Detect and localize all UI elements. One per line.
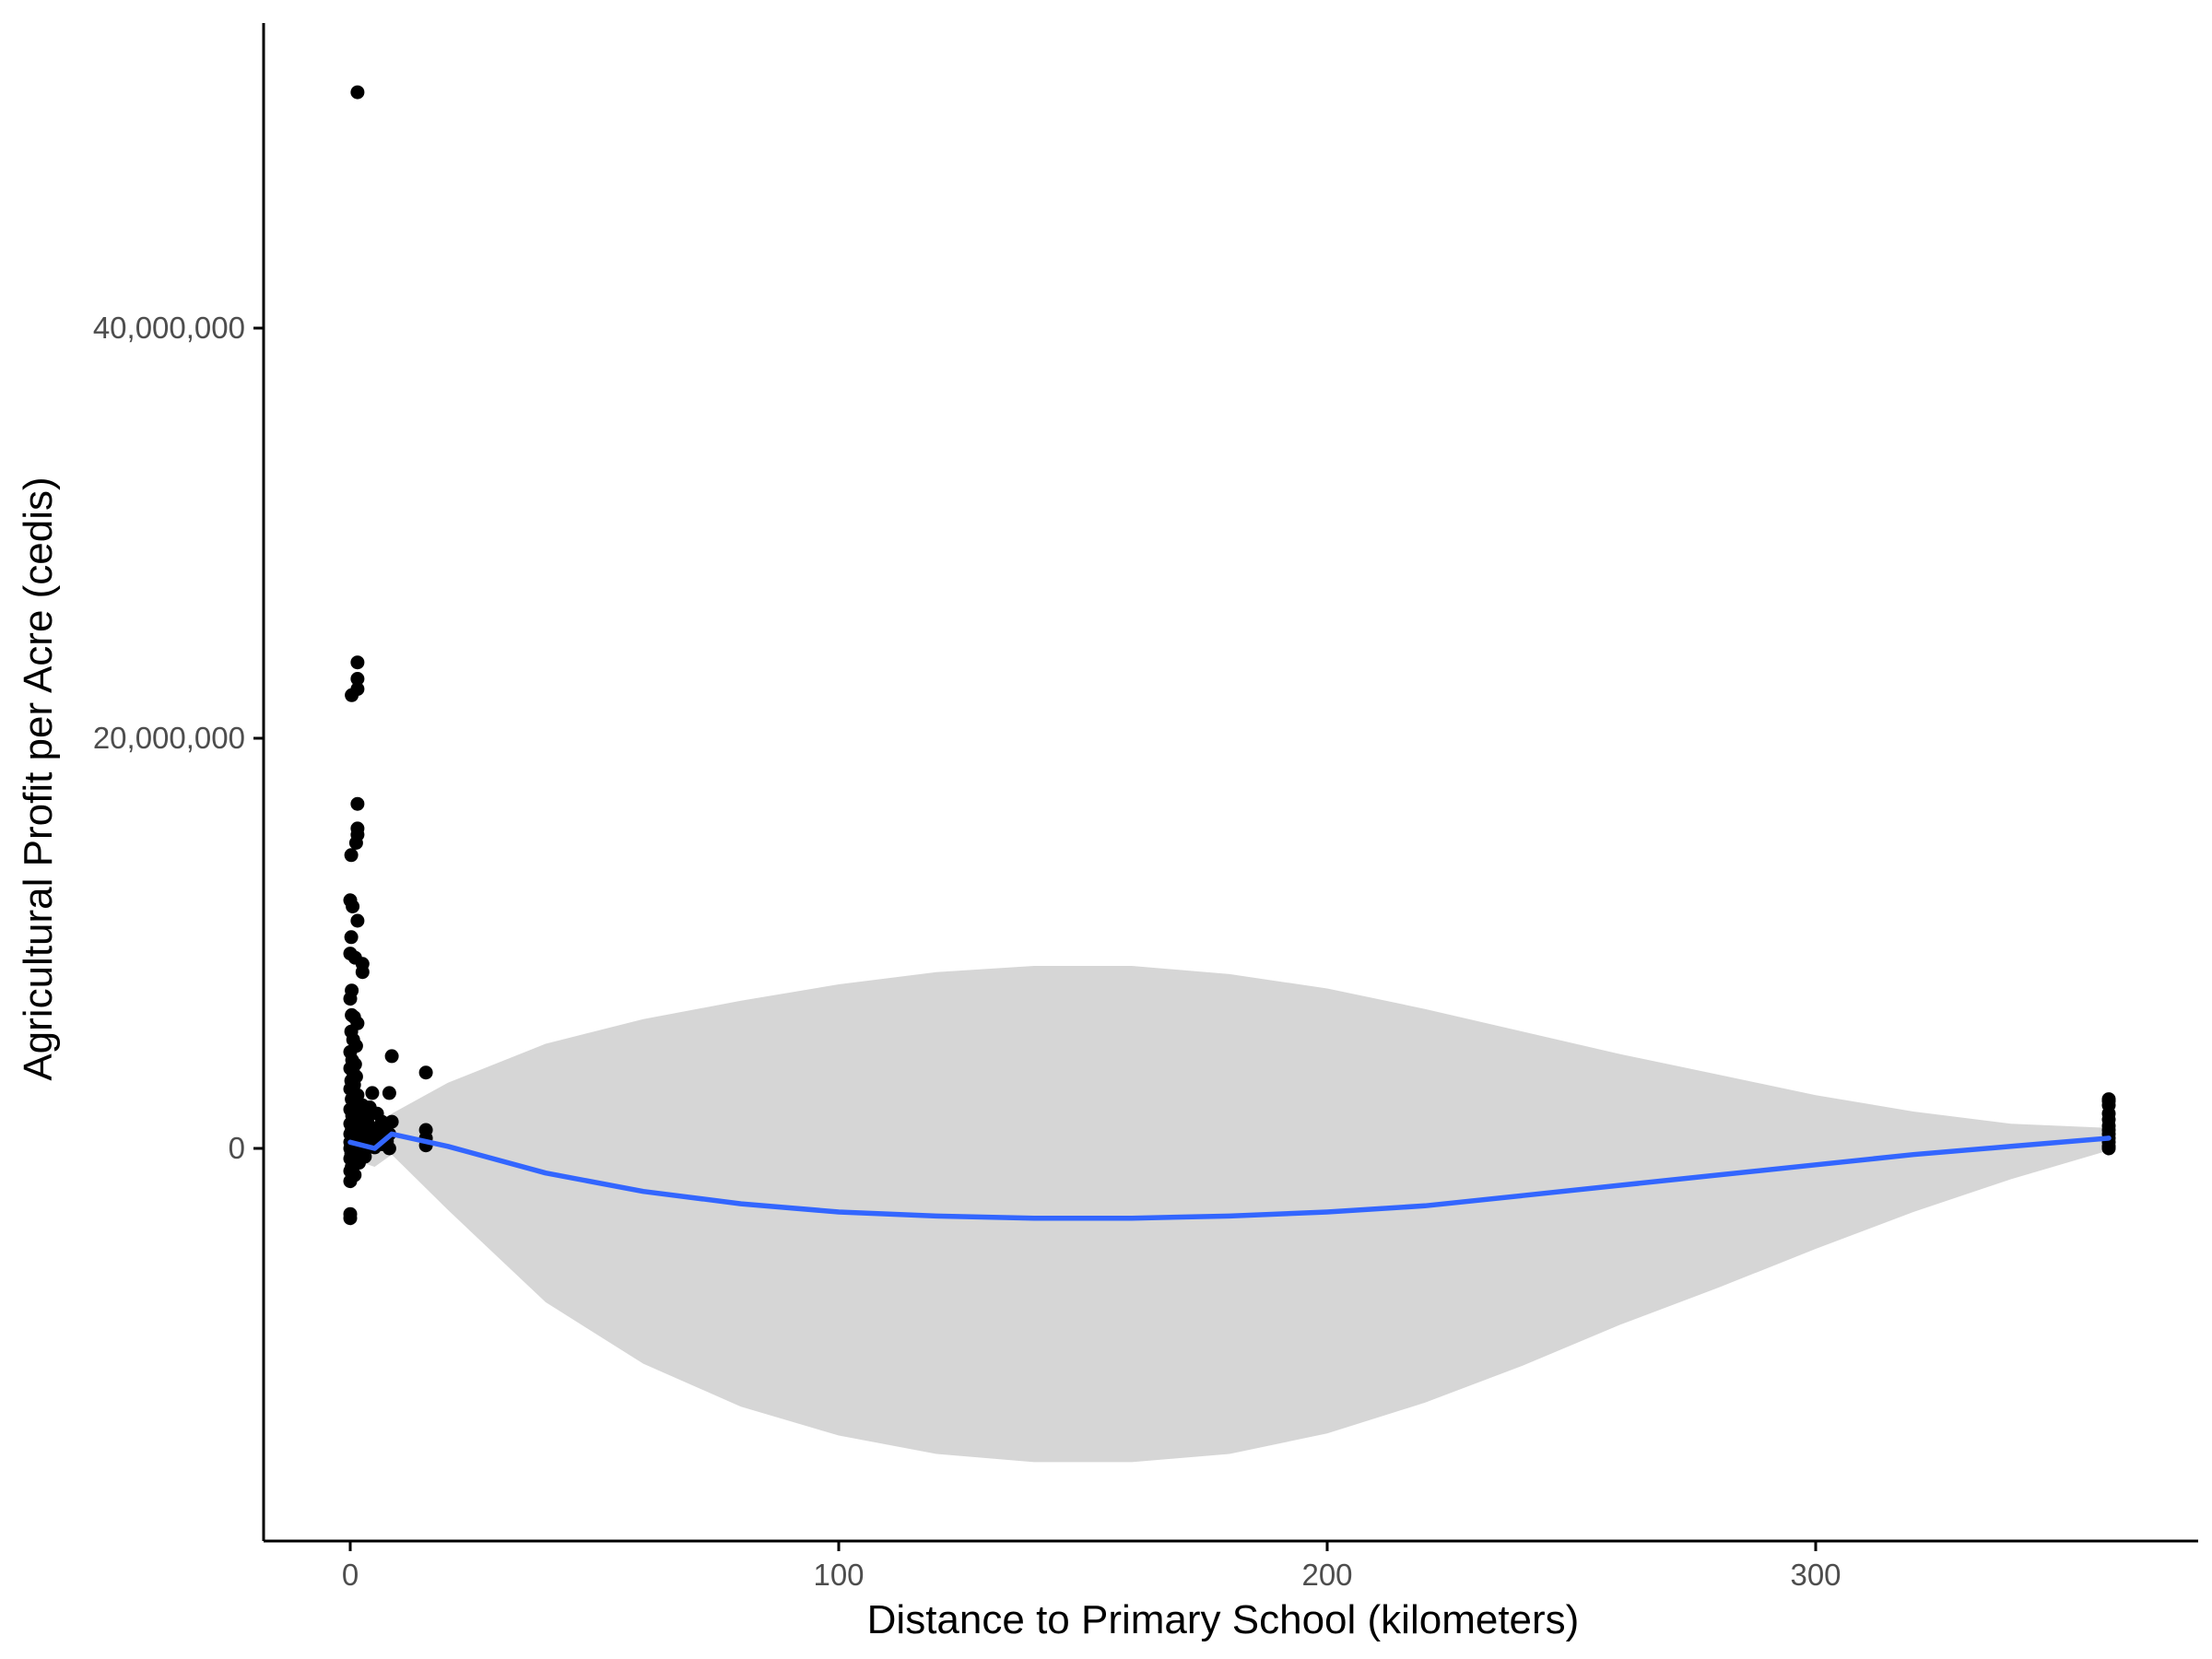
x-tick-label: 0 [342, 1558, 359, 1592]
data-point [418, 1065, 433, 1080]
data-point [344, 848, 359, 863]
y-tick-label: 0 [229, 1131, 245, 1165]
data-point [350, 672, 365, 686]
x-axis: 0 100 200 300 [264, 1539, 2198, 1592]
x-tick-label: 100 [813, 1558, 864, 1592]
data-point [350, 85, 365, 100]
data-point [350, 913, 365, 928]
x-axis-title: Distance to Primary School (kilometers) [867, 1597, 1580, 1642]
data-point [346, 900, 360, 913]
smooth-line-layer [347, 1131, 2112, 1221]
smooth-line [347, 1131, 2112, 1221]
x-tick-label: 200 [1301, 1558, 1352, 1592]
y-axis: 0 20,000,000 40,000,000 [93, 23, 265, 1541]
data-point [343, 992, 358, 1006]
data-point [350, 796, 365, 811]
x-tick-label: 300 [1790, 1558, 1841, 1592]
data-point [382, 1086, 396, 1100]
data-point [365, 1086, 380, 1100]
data-point [355, 965, 370, 980]
data-point [384, 1049, 399, 1064]
y-tick-label: 20,000,000 [93, 721, 245, 755]
y-axis-title: Agricultural Profit per Acre (cedis) [16, 477, 61, 1080]
data-point [350, 655, 365, 670]
y-tick-label: 40,000,000 [93, 311, 245, 345]
data-point [348, 836, 363, 850]
data-point [2101, 1141, 2116, 1156]
data-point [344, 930, 359, 945]
data-point [382, 1141, 396, 1156]
data-point [343, 1174, 358, 1189]
data-point [345, 688, 359, 702]
data-point [343, 1211, 358, 1226]
